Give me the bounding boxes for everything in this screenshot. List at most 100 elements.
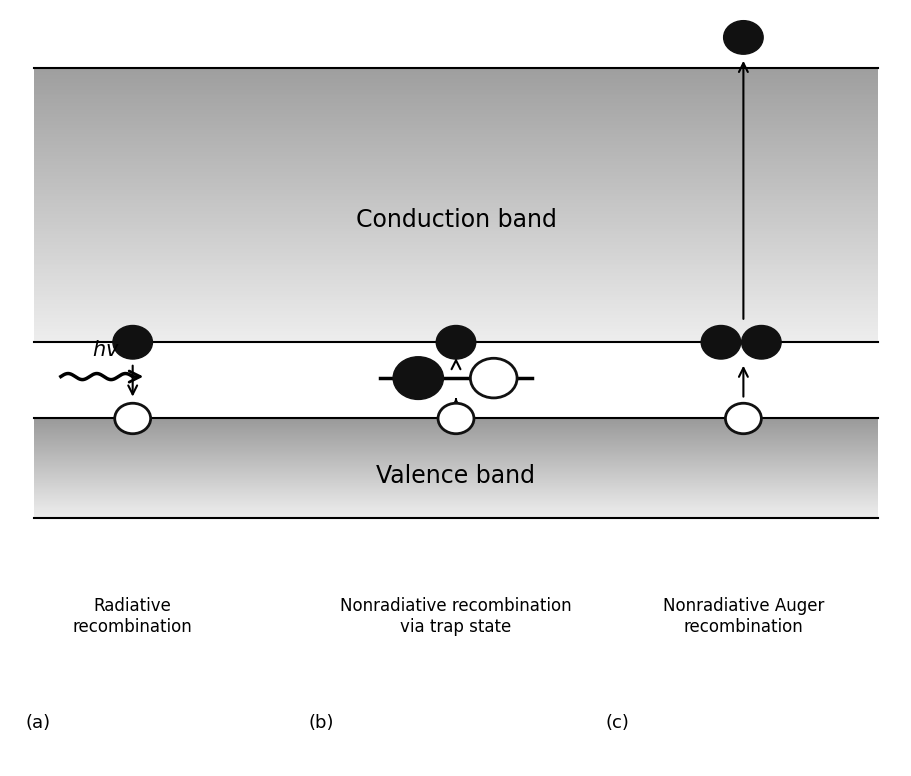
- Bar: [34, 68, 877, 70]
- Bar: [34, 341, 877, 342]
- Bar: [34, 222, 877, 223]
- Circle shape: [722, 21, 763, 54]
- Bar: [34, 337, 877, 338]
- Bar: [34, 121, 877, 123]
- Bar: [34, 198, 877, 199]
- Bar: [34, 202, 877, 203]
- Bar: [34, 136, 877, 137]
- Bar: [34, 248, 877, 249]
- Bar: [34, 260, 877, 262]
- Bar: [34, 282, 877, 284]
- Bar: [34, 245, 877, 248]
- Bar: [34, 190, 877, 192]
- Bar: [34, 196, 877, 198]
- Bar: [34, 238, 877, 240]
- Bar: [34, 143, 877, 145]
- Bar: [34, 71, 877, 74]
- Bar: [34, 320, 877, 322]
- Bar: [34, 183, 877, 185]
- Bar: [34, 306, 877, 307]
- Bar: [34, 85, 877, 86]
- Bar: [34, 273, 877, 275]
- Bar: [34, 203, 877, 205]
- Bar: [34, 105, 877, 106]
- Circle shape: [437, 404, 474, 434]
- Bar: [34, 179, 877, 182]
- Bar: [34, 158, 877, 159]
- Bar: [34, 287, 877, 289]
- Bar: [34, 171, 877, 172]
- Bar: [34, 307, 877, 310]
- Bar: [34, 324, 877, 326]
- Text: Valence band: Valence band: [376, 463, 535, 487]
- Bar: [34, 168, 877, 171]
- Bar: [34, 152, 877, 154]
- Bar: [34, 99, 877, 101]
- Bar: [34, 318, 877, 320]
- Bar: [34, 333, 877, 335]
- Bar: [34, 88, 877, 90]
- Bar: [34, 330, 877, 331]
- Bar: [34, 244, 877, 245]
- Text: Conduction band: Conduction band: [355, 208, 556, 232]
- Bar: [34, 113, 877, 116]
- Circle shape: [435, 325, 476, 359]
- Bar: [34, 275, 877, 276]
- Bar: [34, 256, 877, 258]
- Bar: [34, 313, 877, 315]
- Bar: [34, 194, 877, 196]
- Circle shape: [115, 404, 150, 434]
- Bar: [34, 236, 877, 238]
- Bar: [34, 218, 877, 220]
- Bar: [34, 145, 877, 147]
- Bar: [34, 192, 877, 194]
- Bar: [34, 251, 877, 253]
- Bar: [34, 161, 877, 163]
- Bar: [34, 79, 877, 81]
- Bar: [34, 176, 877, 178]
- Bar: [34, 258, 877, 260]
- Bar: [34, 295, 877, 296]
- Bar: [34, 101, 877, 102]
- Text: (b): (b): [308, 715, 333, 733]
- Bar: [34, 95, 877, 97]
- Bar: [34, 262, 877, 264]
- Bar: [34, 241, 877, 244]
- Bar: [34, 264, 877, 265]
- Circle shape: [470, 359, 517, 398]
- Bar: [34, 174, 877, 176]
- Bar: [34, 280, 877, 282]
- Circle shape: [701, 325, 740, 359]
- Bar: [34, 141, 877, 143]
- Bar: [34, 299, 877, 300]
- Bar: [34, 271, 877, 273]
- Text: Radiative
recombination: Radiative recombination: [73, 598, 192, 636]
- Text: $hv$: $hv$: [92, 340, 119, 360]
- Bar: [34, 205, 877, 207]
- Bar: [34, 293, 877, 295]
- Text: (a): (a): [26, 715, 51, 733]
- Bar: [34, 125, 877, 126]
- Bar: [34, 209, 877, 210]
- Bar: [34, 139, 877, 141]
- Bar: [34, 163, 877, 165]
- Bar: [34, 279, 877, 280]
- Bar: [34, 148, 877, 151]
- Bar: [34, 322, 877, 324]
- Bar: [34, 185, 877, 187]
- Bar: [34, 120, 877, 121]
- Bar: [34, 172, 877, 174]
- Circle shape: [741, 325, 780, 359]
- Bar: [34, 92, 877, 94]
- Bar: [34, 128, 877, 130]
- Bar: [34, 165, 877, 167]
- Bar: [34, 133, 877, 136]
- Bar: [34, 310, 877, 311]
- Bar: [34, 225, 877, 227]
- Bar: [34, 304, 877, 306]
- Bar: [34, 210, 877, 213]
- Bar: [34, 82, 877, 85]
- Bar: [34, 213, 877, 214]
- Bar: [34, 276, 877, 279]
- Circle shape: [113, 325, 152, 359]
